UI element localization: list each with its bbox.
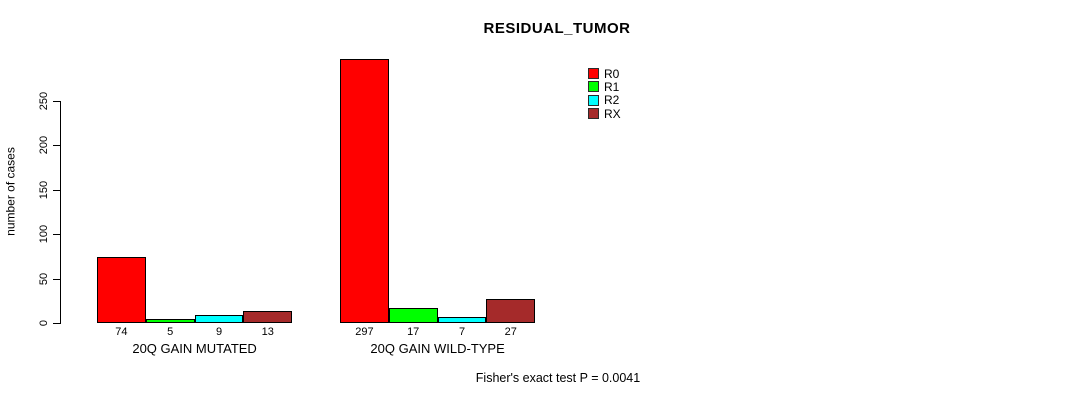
legend-item-r2: R2 xyxy=(588,94,621,107)
bar-20q-gain-mutated-rx xyxy=(243,311,293,323)
legend-label: R1 xyxy=(604,79,620,94)
bar-value-label: 17 xyxy=(407,325,420,338)
bar-value-label: 74 xyxy=(115,325,128,338)
bar-20q-gain-mutated-r0 xyxy=(97,257,146,323)
y-axis-tick-label: 0 xyxy=(38,319,50,327)
legend-swatch xyxy=(588,94,599,106)
bar-20q-gain-wild-type-r0 xyxy=(340,58,389,323)
y-axis-tick-label: 250 xyxy=(38,91,50,110)
legend-label: RX xyxy=(604,106,621,121)
y-axis-tick xyxy=(52,100,60,102)
y-axis-tick xyxy=(52,323,60,324)
y-axis-tick xyxy=(52,234,60,235)
bar-value-label: 297 xyxy=(355,325,374,338)
legend-label: R0 xyxy=(604,66,620,81)
chart-title: RESIDUAL_TUMOR xyxy=(483,20,631,37)
bar-value-label: 27 xyxy=(504,325,517,338)
bar-value-label: 7 xyxy=(458,325,466,338)
bar-20q-gain-wild-type-r2 xyxy=(437,316,487,323)
legend-swatch xyxy=(588,68,599,80)
legend: R0 R1 R2 RX xyxy=(588,67,621,120)
legend-swatch xyxy=(588,108,599,120)
y-axis-tick-label: 200 xyxy=(38,135,50,155)
legend-item-r1: R1 xyxy=(588,80,621,93)
y-axis-tick xyxy=(52,145,60,146)
legend-item-rx: RX xyxy=(588,107,621,120)
bar-20q-gain-mutated-r2 xyxy=(194,314,244,323)
y-axis-line xyxy=(59,100,61,324)
legend-swatch xyxy=(588,81,599,93)
bar-20q-gain-wild-type-r1 xyxy=(388,307,438,323)
y-axis-tick-label: 100 xyxy=(38,224,50,244)
y-axis-tick-label: 50 xyxy=(38,272,50,285)
bar-20q-gain-mutated-r1 xyxy=(145,318,195,323)
y-axis-label: number of cases xyxy=(3,147,18,236)
bar-20q-gain-wild-type-rx xyxy=(486,298,536,323)
annotation-text: Fisher's exact test P = 0.0041 xyxy=(475,371,641,385)
bar-value-label: 13 xyxy=(261,325,274,338)
y-axis-tick xyxy=(52,278,60,280)
legend-item-r0: R0 xyxy=(588,67,621,80)
bar-value-label: 9 xyxy=(215,325,223,338)
group-label-0: 20Q GAIN MUTATED xyxy=(132,340,257,356)
y-axis-tick xyxy=(52,189,60,191)
bar-value-label: 5 xyxy=(167,325,174,338)
legend-label: R2 xyxy=(604,93,620,108)
y-axis-tick-label: 150 xyxy=(38,180,50,199)
group-label-1: 20Q GAIN WILD-TYPE xyxy=(370,340,505,356)
